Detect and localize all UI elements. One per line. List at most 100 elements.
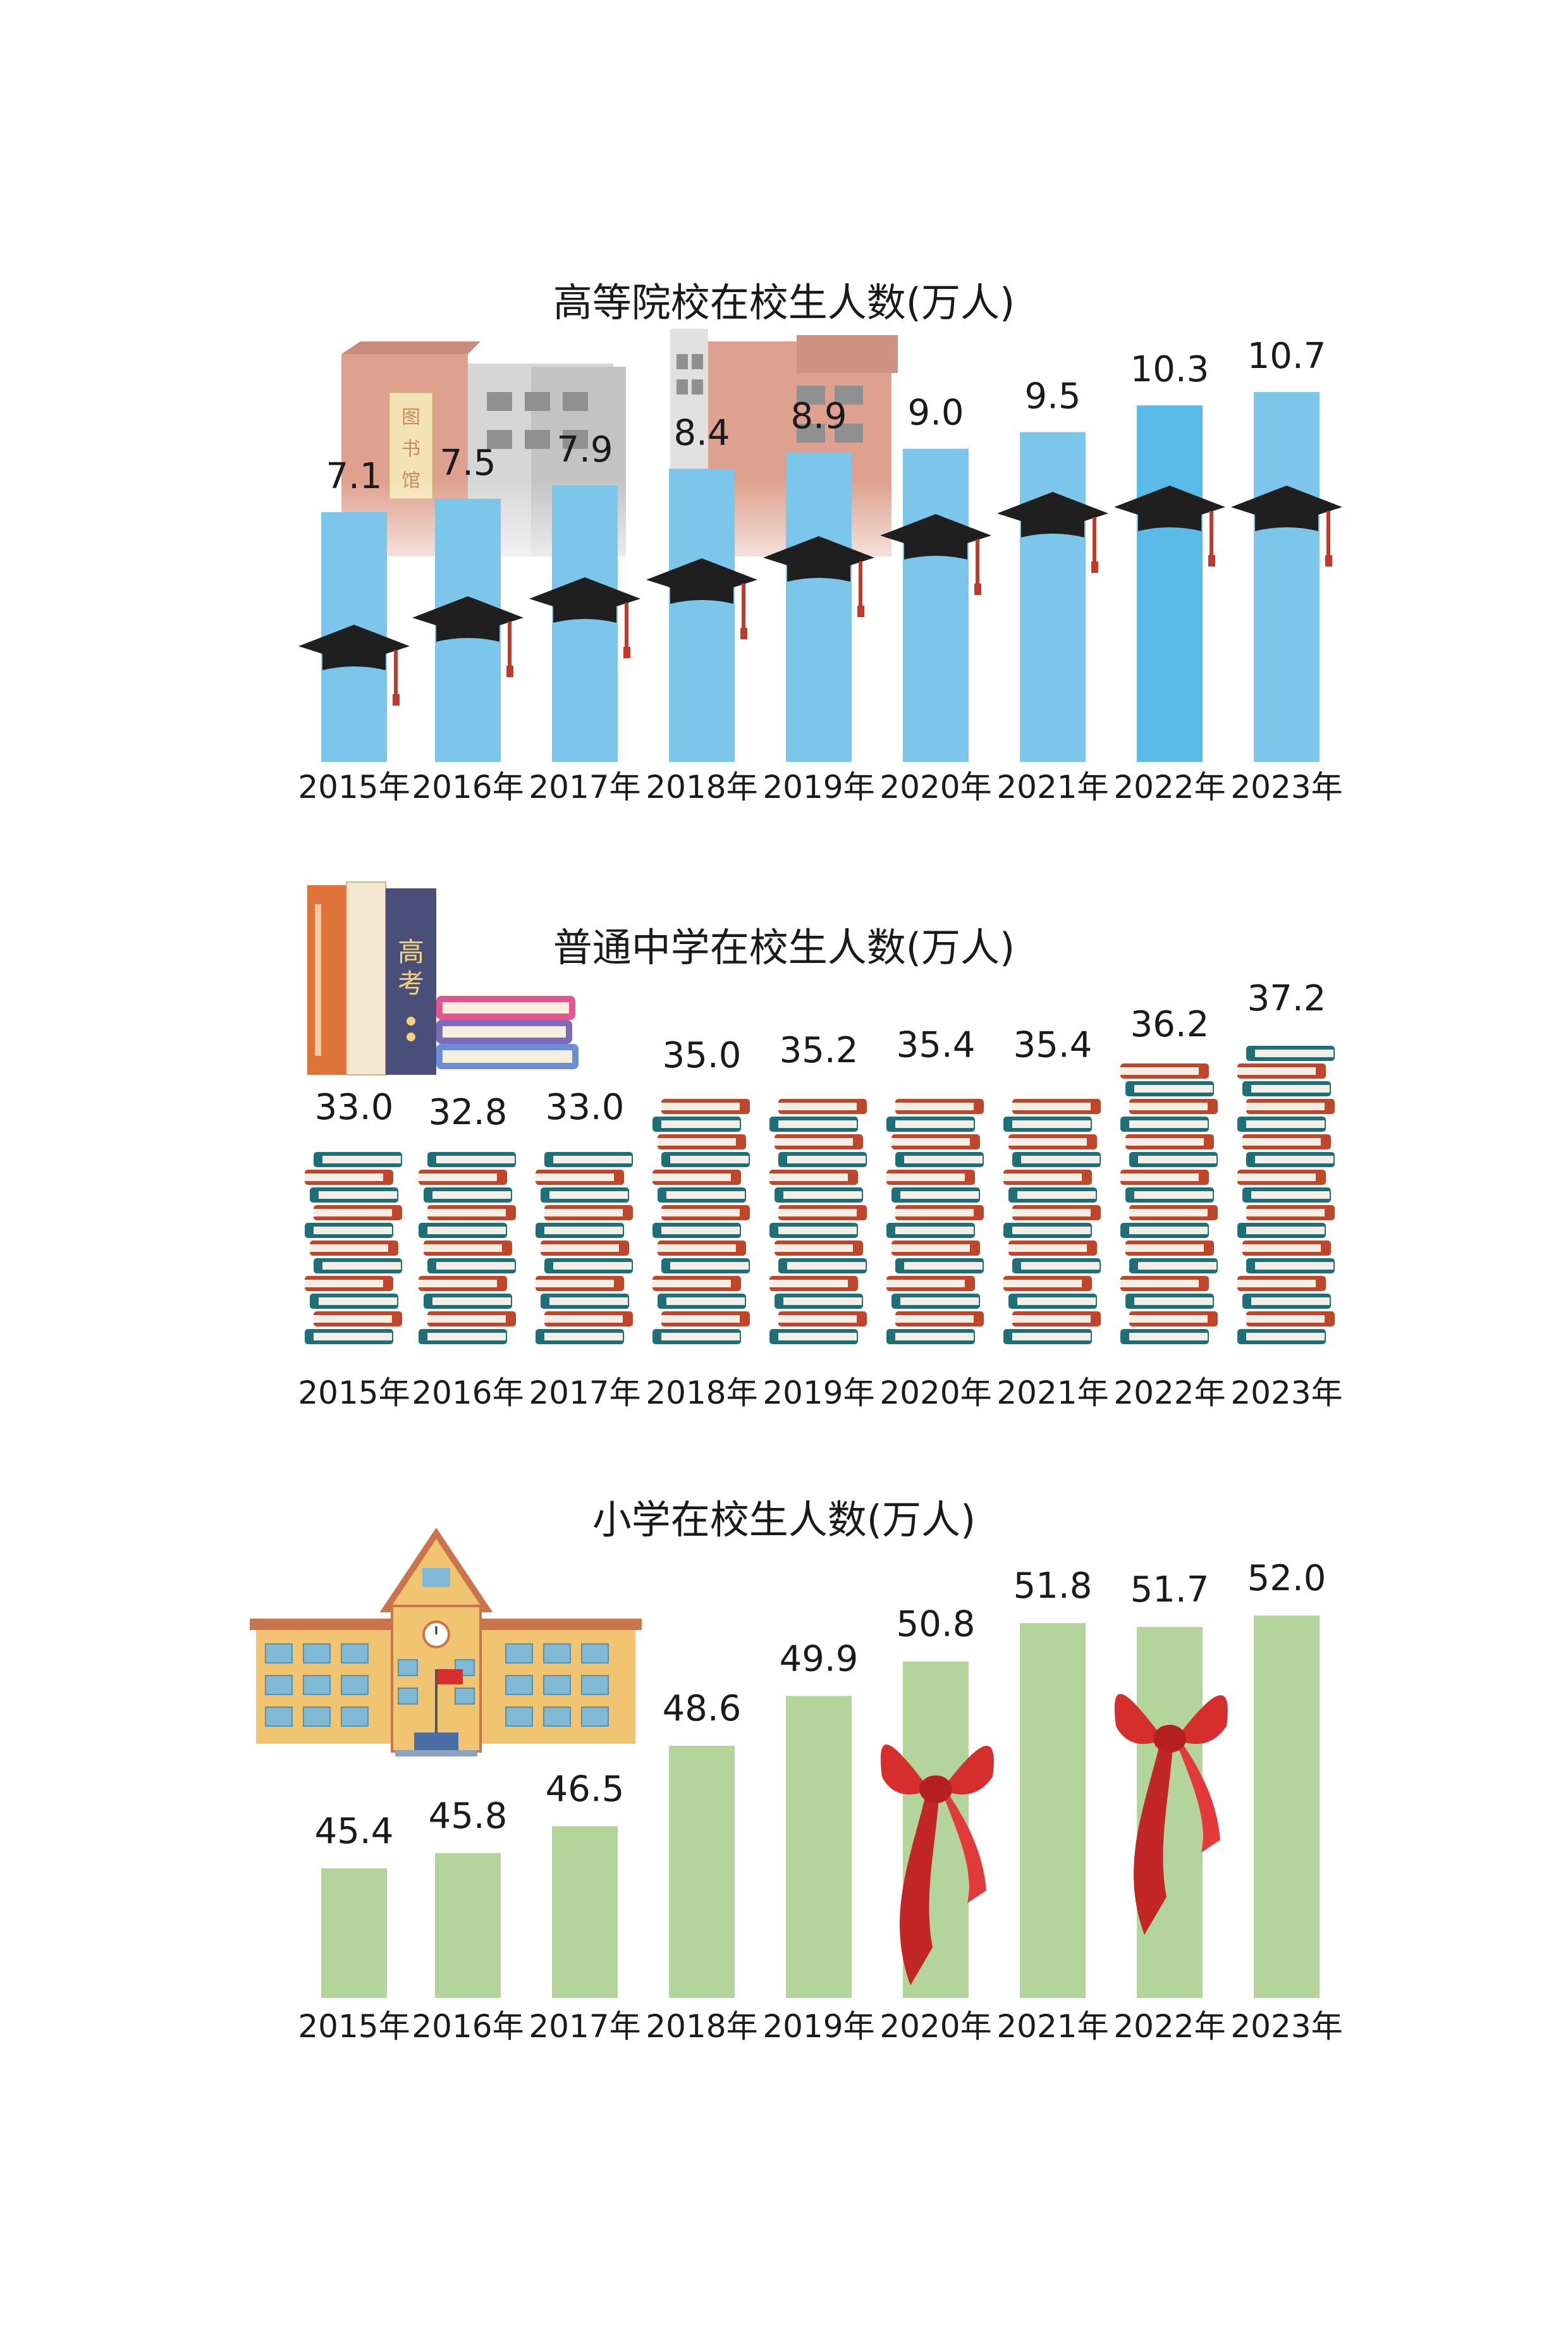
data-label: 46.5 (546, 1768, 625, 1810)
bar (1254, 1615, 1320, 1998)
primary-school-bars: 45.4 45.8 46.5 48.6 49.9 50.8 51.8 51.7 52.0 2015… (298, 1558, 1342, 2045)
x-tick-label: 2022年 (1113, 2008, 1225, 2045)
x-tick-label: 2023年 (1230, 2008, 1342, 2045)
x-tick-label: 2015年 (298, 2008, 410, 2045)
data-label: 9.5 (1024, 376, 1081, 417)
graduation-cap-icon (880, 514, 991, 595)
red-scarf-icon (880, 1744, 994, 1985)
x-tick-label: 2023年 (1230, 1375, 1342, 1411)
data-label: 50.8 (897, 1604, 976, 1645)
middle-school-chart: 高 考 33.0 32.8 33.0 35.0 35.2 35.4 35.4 36.2 37.2… (298, 881, 1343, 1411)
bar (552, 485, 618, 762)
book-stack-icon (652, 1099, 750, 1344)
data-label: 52.0 (1247, 1558, 1326, 1599)
data-label: 35.4 (1014, 1025, 1093, 1066)
x-tick-label: 2017年 (529, 1375, 640, 1411)
bar (1020, 432, 1086, 762)
data-label: 33.0 (546, 1087, 625, 1128)
book-stack-icon (1003, 1099, 1101, 1344)
data-label: 49.9 (780, 1638, 859, 1679)
x-tick-label: 2020年 (879, 1375, 991, 1411)
x-tick-label: 2016年 (412, 1375, 524, 1411)
data-label: 32.8 (429, 1092, 508, 1133)
graduation-cap-icon (298, 625, 410, 706)
data-label: 45.4 (315, 1811, 394, 1852)
graduation-cap-icon (646, 558, 757, 639)
book-spine-char-1: 高 (398, 936, 424, 967)
graduation-cap-icon (529, 577, 640, 658)
data-label: 48.6 (663, 1688, 742, 1729)
higher-education-chart: 图 书 馆 7.17.57.98.48.99.09.510.310.72015年… (272, 279, 1343, 806)
data-label: 45.8 (429, 1796, 508, 1837)
x-tick-label: 2017年 (529, 2008, 640, 2045)
red-scarf-icon (1114, 1694, 1228, 1935)
data-label: 33.0 (315, 1087, 394, 1128)
bar (1254, 392, 1320, 762)
x-tick-label: 2023年 (1230, 769, 1342, 806)
bar (1137, 405, 1203, 762)
data-label: 8.4 (673, 412, 730, 453)
x-tick-label: 2022年 (1113, 769, 1225, 806)
data-label: 10.3 (1130, 349, 1210, 390)
bar (669, 469, 735, 762)
data-label: 35.0 (663, 1035, 742, 1076)
graduation-cap-icon (1231, 486, 1342, 567)
x-tick-label: 2018年 (646, 769, 757, 806)
school-building-icon (250, 1527, 642, 1756)
x-tick-label: 2019年 (763, 2008, 874, 2045)
primary-school-chart: 45.4 45.8 46.5 48.6 49.9 50.8 51.8 51.7 52.0 2015… (250, 1497, 1343, 2045)
data-label: 35.2 (780, 1030, 859, 1071)
x-tick-label: 2019年 (763, 769, 874, 806)
graduation-cap-icon (412, 596, 524, 677)
data-label: 9.0 (907, 393, 964, 434)
data-label: 7.9 (556, 429, 613, 470)
bar (435, 1853, 501, 1998)
data-label: 7.5 (439, 443, 496, 484)
bar (321, 1868, 387, 1998)
library-sign-char-2: 书 (401, 438, 420, 460)
x-tick-label: 2020年 (879, 2008, 991, 2045)
data-label: 51.7 (1130, 1569, 1210, 1610)
graduation-cap-icon (997, 492, 1108, 573)
x-tick-label: 2020年 (879, 769, 991, 806)
book-stack-icon (305, 1152, 402, 1344)
book-stack-icon (1120, 1063, 1218, 1344)
data-label: 10.7 (1247, 336, 1326, 377)
data-label: 8.9 (790, 396, 847, 437)
bar (786, 452, 852, 762)
bar (1020, 1623, 1086, 1998)
book-stack-icon (536, 1152, 633, 1344)
bar (669, 1746, 735, 1998)
book-spine-char-2: 考 (398, 968, 424, 999)
data-label: 51.8 (1014, 1566, 1093, 1607)
x-tick-label: 2021年 (996, 769, 1108, 806)
middle-school-bars: 33.0 32.8 33.0 35.0 35.2 35.4 35.4 36.2 37.2 2015… (298, 978, 1342, 1411)
x-tick-label: 2021年 (996, 2008, 1108, 2045)
book-stack-icon (419, 1152, 516, 1344)
book-stack-icon (769, 1099, 867, 1344)
upright-books-icon: 高 考 (307, 881, 579, 1075)
chart-title: 高等院校在校生人数(万人) (553, 279, 1015, 326)
graduation-cap-icon (763, 536, 874, 617)
x-tick-label: 2022年 (1113, 1375, 1225, 1411)
x-tick-label: 2015年 (298, 769, 410, 806)
data-label: 35.4 (897, 1025, 976, 1066)
x-tick-label: 2019年 (763, 1375, 874, 1411)
x-tick-label: 2017年 (529, 769, 640, 806)
x-tick-label: 2015年 (298, 1375, 410, 1411)
library-sign-char-1: 图 (401, 407, 420, 429)
chart-title: 普通中学在校生人数(万人) (553, 924, 1015, 971)
x-tick-label: 2016年 (412, 769, 524, 806)
book-stack-icon (1237, 1046, 1335, 1344)
bar (786, 1696, 852, 1998)
chart-title: 小学在校生人数(万人) (592, 1497, 976, 1543)
graduation-cap-icon (1114, 486, 1225, 567)
data-label: 36.2 (1130, 1004, 1210, 1045)
bar (552, 1826, 618, 1998)
x-tick-label: 2016年 (412, 2008, 524, 2045)
x-tick-label: 2018年 (646, 1375, 757, 1411)
data-label: 7.1 (326, 456, 382, 497)
bar (903, 448, 969, 762)
